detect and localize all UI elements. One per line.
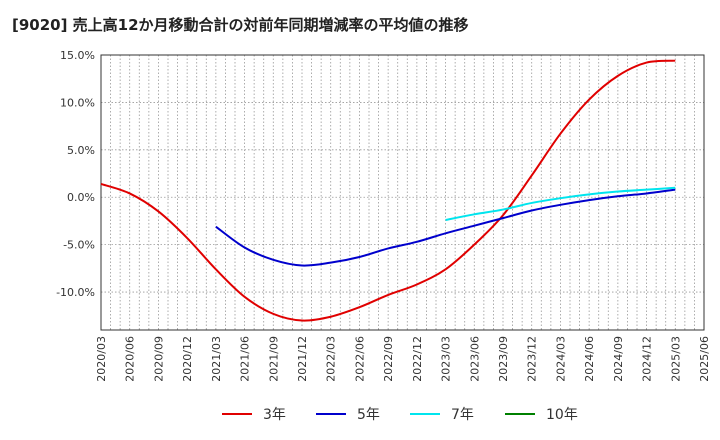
legend-label: 3年 xyxy=(263,407,286,423)
x-tick-label: 2023/06 xyxy=(468,336,481,382)
legend-label: 5年 xyxy=(357,407,380,423)
legend-label: 10年 xyxy=(546,407,578,423)
x-tick-label: 2023/03 xyxy=(440,336,453,382)
x-tick-label: 2024/06 xyxy=(583,336,596,382)
y-tick-label: 0.0% xyxy=(67,191,95,204)
series-line-3 xyxy=(445,186,676,221)
x-tick-label: 2022/12 xyxy=(411,336,424,382)
y-tick-label: -5.0% xyxy=(63,239,95,252)
series-line-2 xyxy=(215,188,676,267)
y-tick-label: 10.0% xyxy=(60,96,95,109)
x-tick-label: 2020/06 xyxy=(124,336,137,382)
x-tick-label: 2021/09 xyxy=(267,336,280,382)
x-tick-label: 2020/12 xyxy=(181,336,194,382)
x-tick-label: 2020/03 xyxy=(95,336,108,382)
x-tick-label: 2024/09 xyxy=(612,336,625,382)
x-tick-label: 2023/09 xyxy=(497,336,510,382)
x-tick-label: 2021/03 xyxy=(210,336,223,382)
legend-label: 7年 xyxy=(451,407,474,423)
y-tick-label: -10.0% xyxy=(56,286,95,299)
x-tick-label: 2024/03 xyxy=(554,336,567,382)
x-tick-label: 2023/12 xyxy=(526,336,539,382)
x-tick-label: 2021/12 xyxy=(296,336,309,382)
x-tick-label: 2021/06 xyxy=(239,336,252,382)
series-line-1 xyxy=(100,59,676,322)
y-tick-label: 15.0% xyxy=(60,49,95,62)
x-tick-label: 2020/09 xyxy=(152,336,165,382)
plot-border xyxy=(100,54,705,331)
y-tick-label: 5.0% xyxy=(67,144,95,157)
x-tick-label: 2022/09 xyxy=(382,336,395,382)
chart-title: [9020] 売上高12か月移動合計の対前年同期増減率の平均値の推移 xyxy=(12,16,469,34)
x-tick-label: 2022/06 xyxy=(353,336,366,382)
x-tick-label: 2025/06 xyxy=(698,336,711,382)
x-tick-label: 2024/12 xyxy=(641,336,654,382)
x-tick-label: 2022/03 xyxy=(325,336,338,382)
x-tick-label: 2025/03 xyxy=(669,336,682,382)
